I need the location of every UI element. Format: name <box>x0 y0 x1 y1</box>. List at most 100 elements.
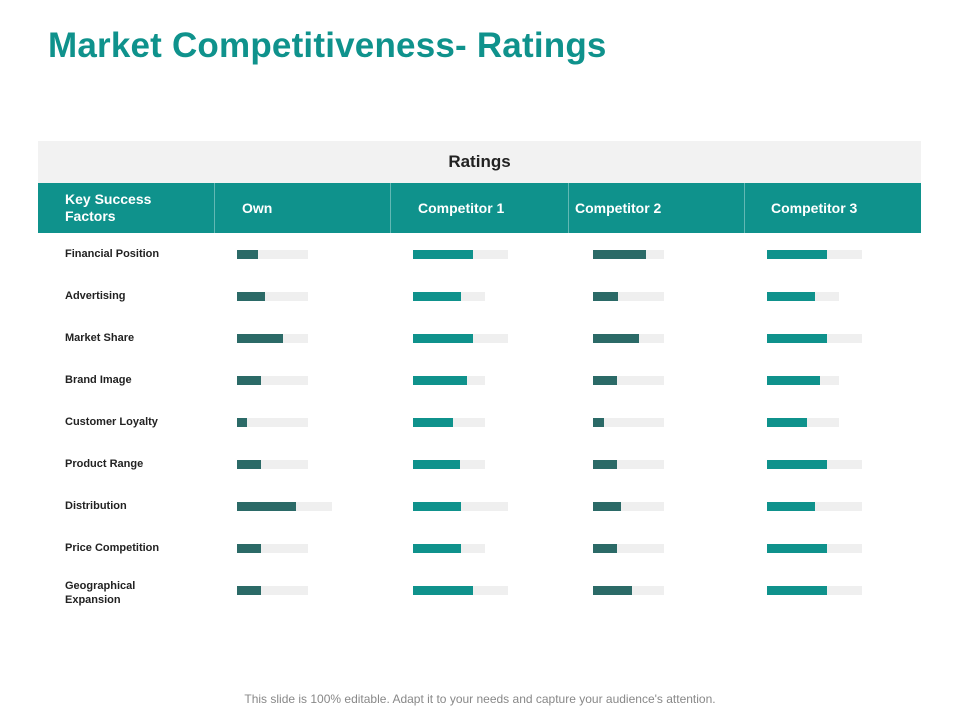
rating-bar-fill-own <box>237 502 296 511</box>
rating-bar-track-competitor-1 <box>413 418 485 427</box>
factor-label: Customer Loyalty <box>65 416 158 428</box>
rating-bar-track-own <box>237 544 308 553</box>
table-row: Geographical Expansion <box>38 569 921 611</box>
rating-bar-fill-competitor-3 <box>767 460 827 469</box>
rating-bar-fill-own <box>237 418 247 427</box>
table-row: Distribution <box>38 485 921 527</box>
rating-bar-track-competitor-3 <box>767 334 862 343</box>
rating-bar-track-competitor-2 <box>593 418 664 427</box>
rating-bar-fill-competitor-1 <box>413 418 453 427</box>
rating-bar-fill-competitor-2 <box>593 502 621 511</box>
factor-label: Distribution <box>65 500 127 512</box>
factor-label: Product Range <box>65 458 144 470</box>
page-title: Market Competitiveness- Ratings <box>48 26 607 65</box>
rating-bar-fill-competitor-3 <box>767 292 815 301</box>
rating-bar-fill-competitor-2 <box>593 460 617 469</box>
factor-label: Brand Image <box>65 374 132 386</box>
header-competitor-2: Competitor 2 <box>575 200 662 216</box>
rating-bar-fill-own <box>237 334 283 343</box>
ratings-label: Ratings <box>448 152 511 171</box>
rating-bar-fill-own <box>237 544 261 553</box>
rating-bar-fill-competitor-3 <box>767 544 827 553</box>
rating-bar-track-competitor-3 <box>767 376 839 385</box>
rating-bar-fill-competitor-3 <box>767 418 807 427</box>
ratings-band: Ratings <box>38 141 921 183</box>
rating-bar-fill-competitor-3 <box>767 334 827 343</box>
rating-bar-track-own <box>237 250 308 259</box>
factor-label: Geographical Expansion <box>65 580 136 606</box>
table-row: Brand Image <box>38 359 921 401</box>
rating-bar-fill-own <box>237 250 258 259</box>
rating-bar-track-own <box>237 460 308 469</box>
rating-bar-track-own <box>237 376 308 385</box>
rating-bar-fill-competitor-2 <box>593 418 604 427</box>
rating-bar-fill-competitor-3 <box>767 586 827 595</box>
rating-bar-fill-competitor-1 <box>413 250 473 259</box>
table-header: Key Success Factors Own Competitor 1 Com… <box>38 183 921 233</box>
header-competitor-1: Competitor 1 <box>418 200 505 216</box>
rating-bar-track-competitor-1 <box>413 334 508 343</box>
table-row: Advertising <box>38 275 921 317</box>
table-row: Product Range <box>38 443 921 485</box>
rating-bar-fill-competitor-3 <box>767 250 827 259</box>
rating-bar-track-competitor-2 <box>593 376 664 385</box>
table-row: Customer Loyalty <box>38 401 921 443</box>
rating-bar-track-own <box>237 334 308 343</box>
rating-bar-track-competitor-2 <box>593 460 664 469</box>
rating-bar-track-competitor-1 <box>413 250 508 259</box>
factor-label: Financial Position <box>65 248 160 260</box>
rating-bar-track-competitor-1 <box>413 376 485 385</box>
header-divider <box>390 183 391 233</box>
footer-note: This slide is 100% editable. Adapt it to… <box>244 692 716 706</box>
rating-bar-fill-own <box>237 586 261 595</box>
rating-bar-fill-competitor-1 <box>413 334 473 343</box>
factor-label: Advertising <box>65 290 126 302</box>
rating-bar-fill-competitor-2 <box>593 250 646 259</box>
header-divider <box>568 183 569 233</box>
rating-bar-track-competitor-1 <box>413 460 485 469</box>
rating-bar-fill-competitor-3 <box>767 376 820 385</box>
rating-bar-track-competitor-2 <box>593 544 664 553</box>
rating-bar-track-competitor-1 <box>413 586 508 595</box>
table-row: Market Share <box>38 317 921 359</box>
rating-bar-fill-own <box>237 376 261 385</box>
table-row: Price Competition <box>38 527 921 569</box>
rating-bar-fill-competitor-2 <box>593 376 617 385</box>
rating-bar-fill-competitor-1 <box>413 376 467 385</box>
rating-bar-track-competitor-1 <box>413 544 485 553</box>
header-key-success-factors: Key Success Factors <box>65 191 152 224</box>
rating-bar-fill-competitor-1 <box>413 502 461 511</box>
rating-bar-track-competitor-1 <box>413 292 485 301</box>
rating-bar-track-competitor-3 <box>767 544 862 553</box>
rating-bar-fill-competitor-2 <box>593 544 617 553</box>
rating-bar-track-competitor-2 <box>593 502 664 511</box>
rating-bar-fill-competitor-2 <box>593 586 632 595</box>
rating-bar-track-competitor-1 <box>413 502 508 511</box>
rating-bar-fill-own <box>237 460 261 469</box>
header-competitor-3: Competitor 3 <box>771 200 858 216</box>
rating-bar-track-own <box>237 418 308 427</box>
rating-bar-track-own <box>237 586 308 595</box>
rating-bar-fill-competitor-1 <box>413 292 461 301</box>
rating-bar-fill-own <box>237 292 265 301</box>
header-divider <box>744 183 745 233</box>
rating-bar-track-competitor-3 <box>767 502 862 511</box>
rating-bar-track-competitor-3 <box>767 586 862 595</box>
rating-bar-track-competitor-3 <box>767 292 839 301</box>
rating-bar-fill-competitor-2 <box>593 292 618 301</box>
header-own: Own <box>242 200 273 216</box>
rating-bar-track-competitor-2 <box>593 334 664 343</box>
rating-bar-track-own <box>237 292 308 301</box>
factor-label: Market Share <box>65 332 135 344</box>
rating-bar-track-competitor-3 <box>767 460 862 469</box>
factor-label: Price Competition <box>65 542 160 554</box>
rating-bar-fill-competitor-1 <box>413 586 473 595</box>
rating-bar-track-competitor-2 <box>593 292 664 301</box>
rating-bar-track-competitor-3 <box>767 250 862 259</box>
rating-bar-fill-competitor-2 <box>593 334 639 343</box>
rating-bar-track-own <box>237 502 332 511</box>
rating-bar-fill-competitor-1 <box>413 460 460 469</box>
rating-bar-track-competitor-2 <box>593 250 664 259</box>
header-divider <box>214 183 215 233</box>
rating-bar-fill-competitor-3 <box>767 502 815 511</box>
